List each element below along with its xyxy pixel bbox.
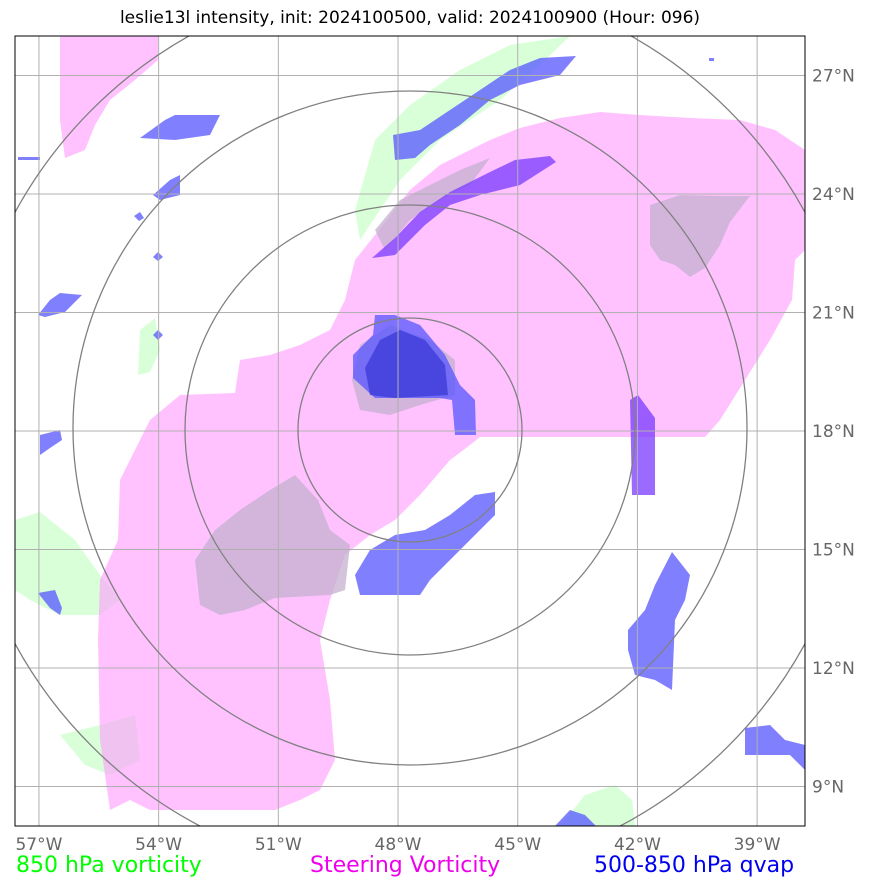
steering-layer (60, 36, 805, 810)
qvap-patch-center-core (365, 330, 448, 398)
longitude-label: 51°W (255, 835, 302, 855)
qvap-band-south (355, 492, 495, 595)
longitude-label: 54°W (135, 835, 182, 855)
latitude-label: 12°N (812, 659, 855, 679)
range-rings (15, 36, 805, 826)
longitude-label: 48°W (375, 835, 422, 855)
qvap-patch-w-2 (40, 430, 62, 455)
qvap-patch-south (555, 810, 596, 826)
range-ring-1 (297, 317, 523, 543)
longitude-label: 42°W (614, 835, 661, 855)
overlap-patch-southwest (195, 475, 350, 615)
range-ring-2 (184, 204, 636, 656)
vorticity-patch-small (138, 318, 160, 375)
latitude-label: 9°N (812, 778, 844, 798)
qvap-band-northeast (393, 56, 576, 160)
qvap-dot-4 (18, 157, 40, 160)
latitude-label: 24°N (812, 185, 855, 205)
latitude-label: 15°N (812, 541, 855, 561)
qvap-dot-2 (153, 252, 163, 261)
longitude-label: 57°W (15, 835, 62, 855)
qvap-patch-east (628, 552, 690, 690)
qvap-patch-east-thin (630, 395, 655, 495)
legend-steering: Steering Vorticity (310, 853, 501, 878)
steering-patch-northwest (60, 36, 158, 158)
qvap-patch-southeast (745, 725, 805, 770)
longitude-labels: 57°W 54°W 51°W 48°W 45°W 42°W 39°W (15, 835, 780, 855)
latitude-label: 18°N (812, 422, 855, 442)
qvap-patch-w-3 (38, 590, 62, 615)
qvap-dot-3 (153, 330, 163, 340)
map-title: leslie13l intensity, init: 2024100500, v… (119, 8, 701, 28)
steering-patch-main (98, 112, 805, 810)
qvap-patch-w-1 (38, 293, 82, 317)
latitude-label: 21°N (812, 304, 855, 324)
qvap-dot-5 (709, 58, 714, 61)
longitude-label: 45°W (494, 835, 541, 855)
graticule (15, 36, 805, 826)
qvap-patch-nw-1 (140, 115, 220, 140)
legend-qvap: 500-850 hPa qvap (594, 853, 795, 878)
vorticity-patch-west (15, 512, 120, 615)
range-ring-3 (72, 90, 748, 766)
legend-vorticity: 850 hPa vorticity (16, 853, 202, 878)
latitude-labels: 27°N 24°N 21°N 18°N 15°N 12°N 9°N (812, 67, 855, 798)
map-plot-area (15, 36, 805, 826)
qvap-patch-nw-2 (153, 175, 180, 200)
qvap-band-north (372, 156, 556, 258)
longitude-label: 39°W (734, 835, 781, 855)
overlap-patch-east (650, 195, 750, 277)
map-frame (14, 35, 806, 827)
qvap-dot-1 (134, 212, 144, 221)
latitude-label: 27°N (812, 67, 855, 87)
